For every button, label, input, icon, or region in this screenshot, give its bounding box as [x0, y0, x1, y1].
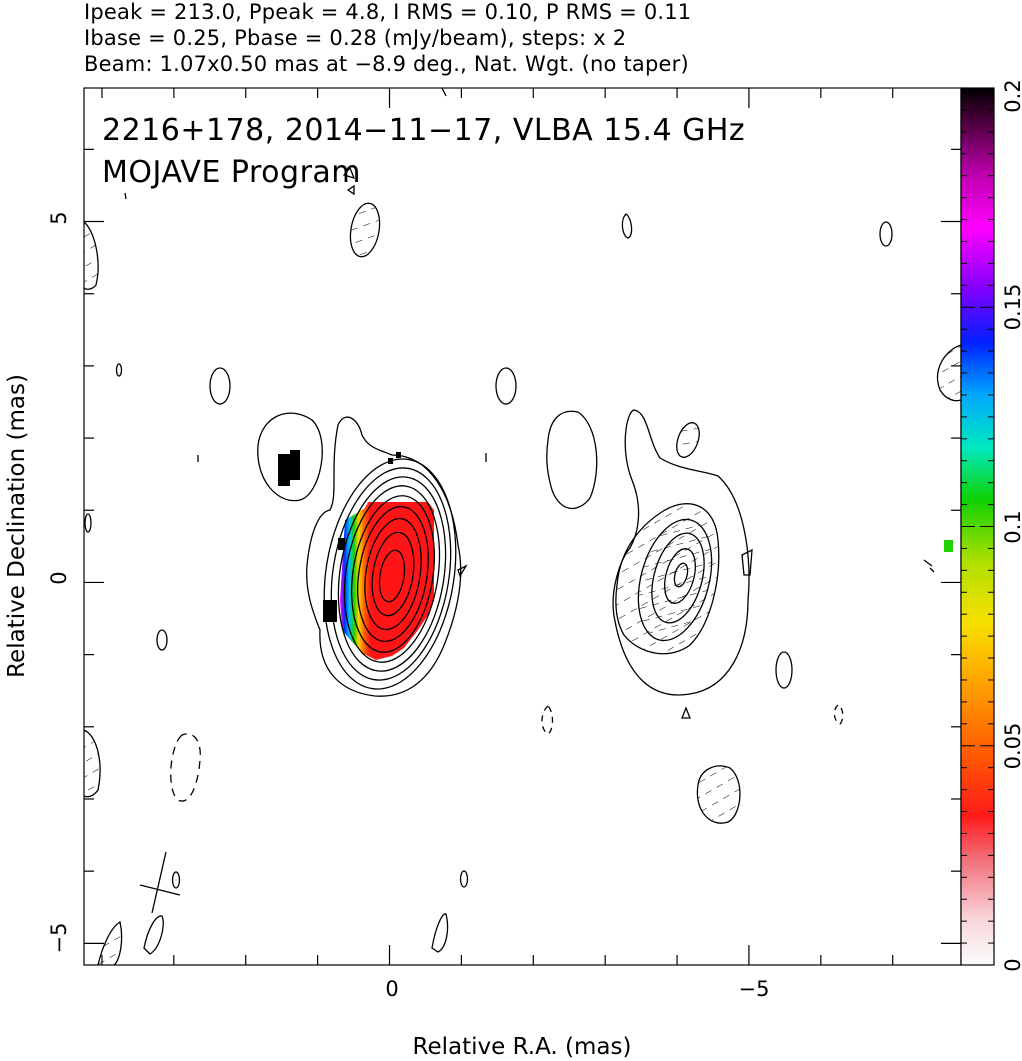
chart-title: 2216+178, 2014−11−17, VLBA 15.4 GHz: [102, 113, 746, 148]
x-tick-label-0: 0: [385, 977, 398, 1001]
colorbar-label-015: 0.15: [1001, 284, 1022, 331]
colorbar-label-01: 0.1: [1001, 510, 1022, 543]
y-tick-label-0: 0: [47, 571, 71, 584]
x-tick-label-neg5: −5: [739, 977, 770, 1001]
colorbar-label-0: 0: [1001, 958, 1022, 971]
y-axis-label: Relative Declination (mas): [4, 374, 30, 678]
colorbar-label-02: 0.2: [1001, 79, 1022, 112]
header-line-3: Beam: 1.07x0.50 mas at −8.9 deg., Nat. W…: [84, 52, 689, 76]
intensity-contours: [84, 88, 961, 965]
y-tick-label-5: 5: [47, 211, 71, 224]
chart-subtitle: MOJAVE Program: [102, 155, 362, 190]
polarization-color-image: [278, 450, 953, 660]
y-tick-label-neg5: −5: [47, 923, 71, 954]
plot-frame: [83, 87, 962, 966]
colorbar-label-005: 0.05: [1001, 723, 1022, 770]
colorbar-ticks: [961, 87, 994, 966]
x-axis-label: Relative R.A. (mas): [413, 1034, 632, 1060]
header-line-1: Ipeak = 213.0, Ppeak = 4.8, I RMS = 0.10…: [84, 0, 692, 24]
minor-ticks: [84, 88, 961, 965]
header-line-2: Ibase = 0.25, Pbase = 0.28 (mJy/beam), s…: [84, 26, 627, 50]
